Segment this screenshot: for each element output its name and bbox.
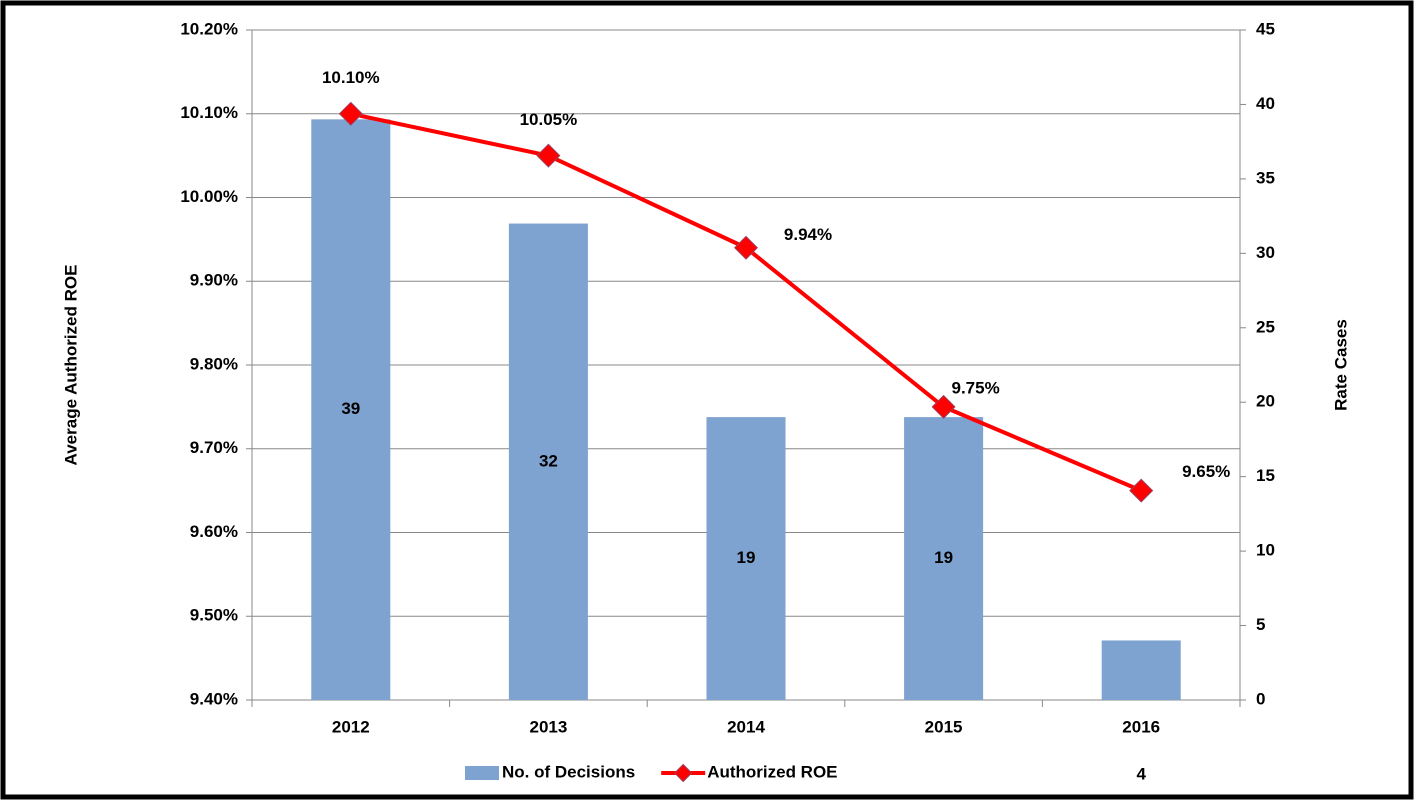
y2-tick-label: 30	[1256, 243, 1275, 262]
y-tick-label: 9.70%	[190, 438, 238, 457]
y-tick-label: 10.10%	[180, 103, 238, 122]
bar	[904, 417, 984, 700]
y-tick-label: 9.60%	[190, 522, 238, 541]
y-tick-label: 9.40%	[190, 689, 238, 708]
bar-label: 19	[934, 548, 953, 567]
bar	[1101, 640, 1181, 700]
marker	[931, 394, 956, 419]
y-tick-label: 10.00%	[180, 187, 238, 206]
bar-label: 19	[737, 548, 756, 567]
marker	[338, 101, 363, 126]
y2-tick-label: 20	[1256, 392, 1275, 411]
line-label: 10.10%	[322, 68, 380, 87]
y2-tick-label: 15	[1256, 466, 1275, 485]
y2-tick-label: 5	[1256, 615, 1265, 634]
y2-axis-title: Rate Cases	[1331, 319, 1350, 411]
y-tick-label: 9.90%	[190, 271, 238, 290]
legend-label: No. of Decisions	[502, 762, 635, 781]
y2-tick-label: 45	[1256, 19, 1275, 38]
y-axis-title: Average Authorized ROE	[61, 265, 80, 466]
line-label: 9.75%	[951, 378, 999, 397]
bar	[706, 417, 786, 700]
legend-marker	[673, 763, 693, 783]
y-tick-label: 10.20%	[180, 19, 238, 38]
x-tick-label: 2015	[925, 717, 963, 736]
y2-tick-label: 25	[1256, 317, 1275, 336]
legend-swatch	[465, 766, 499, 780]
x-tick-label: 2014	[727, 717, 765, 736]
y2-tick-label: 40	[1256, 94, 1275, 113]
x-tick-label: 2016	[1122, 717, 1160, 736]
y2-tick-label: 10	[1256, 541, 1275, 560]
marker	[536, 143, 561, 168]
bar-label: 39	[341, 399, 360, 418]
bar-label: 4	[1136, 764, 1146, 783]
y2-tick-label: 0	[1256, 689, 1265, 708]
marker	[733, 235, 759, 260]
bar-label: 32	[539, 451, 558, 470]
x-tick-label: 2013	[529, 717, 567, 736]
bar	[508, 223, 588, 701]
x-tick-label: 2012	[332, 717, 370, 736]
line-label: 9.94%	[784, 225, 832, 244]
legend-label: Authorized ROE	[707, 762, 837, 781]
line-label: 9.65%	[1182, 462, 1230, 481]
y2-tick-label: 35	[1256, 168, 1275, 187]
marker	[1129, 478, 1154, 503]
bar	[311, 119, 391, 701]
y-tick-label: 9.50%	[190, 606, 238, 625]
line-label: 10.05%	[520, 110, 578, 129]
y-tick-label: 9.80%	[190, 354, 238, 373]
